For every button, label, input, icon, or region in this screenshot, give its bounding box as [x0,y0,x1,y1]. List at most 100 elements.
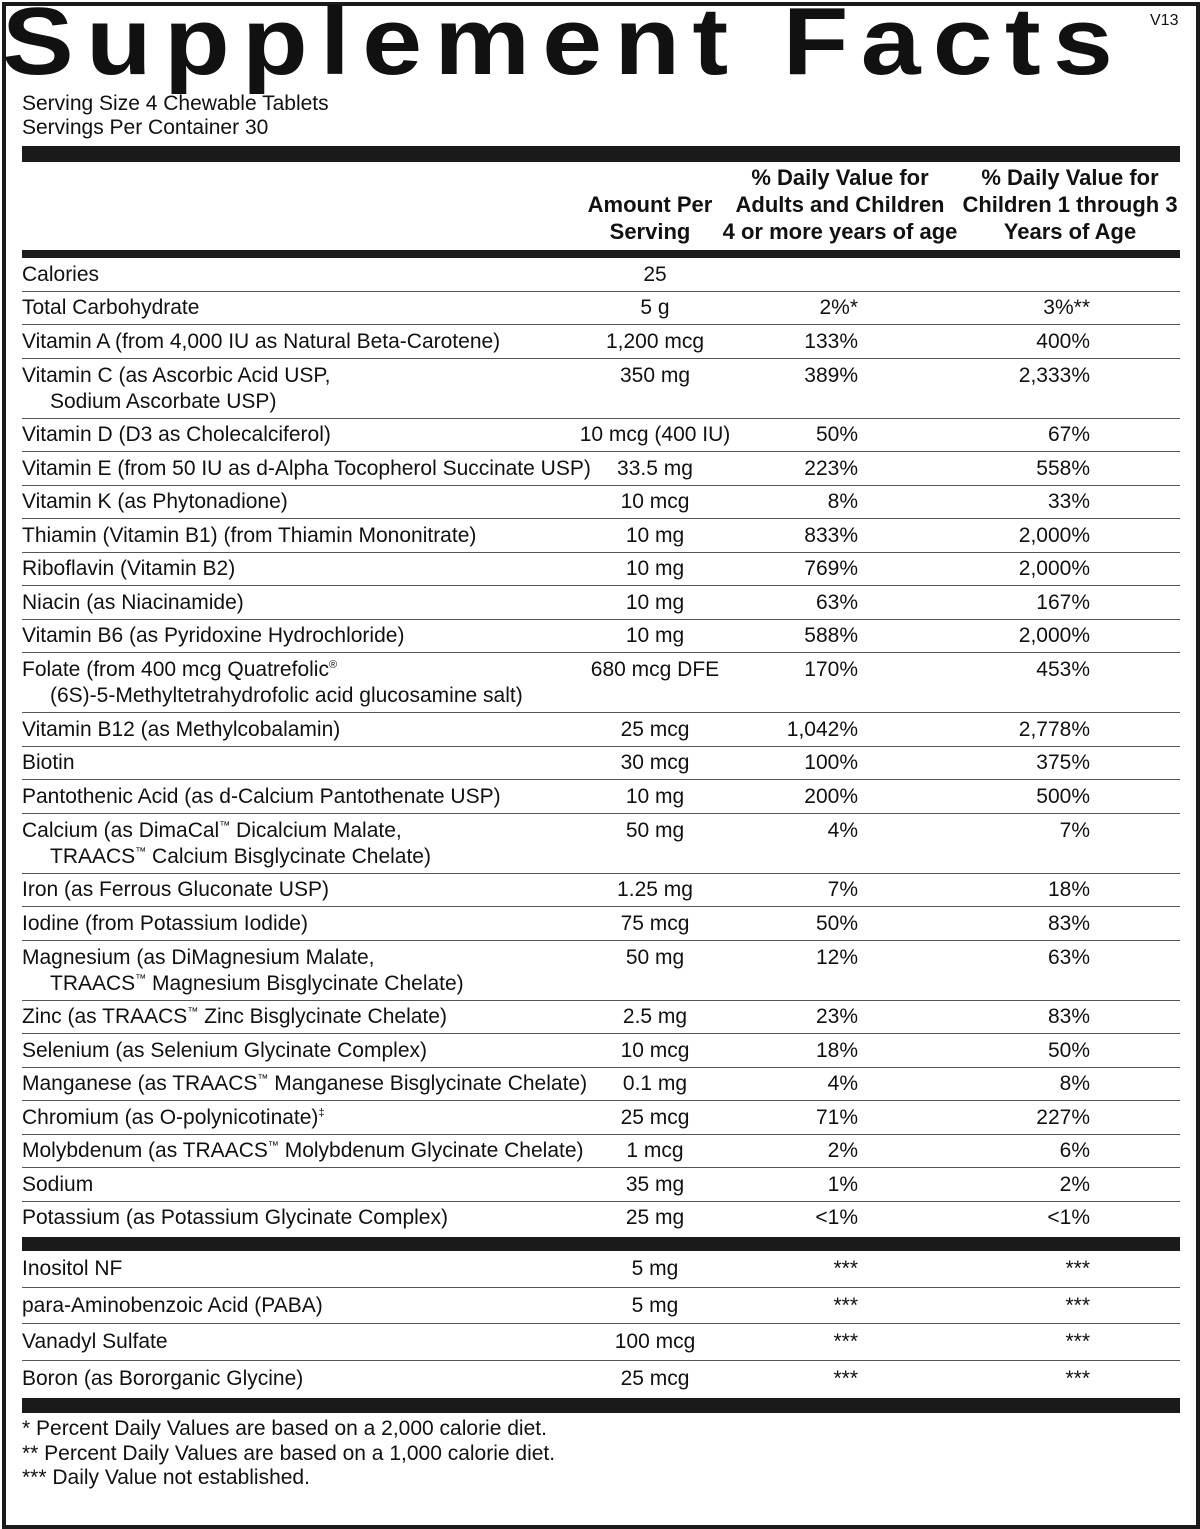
nutrient-name: Sodium Ascorbate USP) [50,389,277,413]
amount: 0.1 mg [622,1072,688,1096]
daily-value-adult: 23% [815,1005,858,1029]
daily-value-adult: 50% [815,911,858,935]
daily-value-child: 2% [1059,1172,1090,1196]
nutrient-name: Vitamin K (as Phytonadione) [22,490,288,514]
daily-value-adult: 1% [827,1172,858,1196]
daily-value-child: 18% [1047,878,1090,902]
daily-value-child: 67% [1047,423,1090,447]
amount: 5 mg [631,1293,679,1317]
nutrient-name: Total Carbohydrate [22,296,200,320]
daily-value-adult: 389% [804,363,858,387]
nutrient-name: Vitamin A (from 4,000 IU as Natural Beta… [22,329,501,353]
nutrient-name: Selenium (as Selenium Glycinate Complex) [22,1038,427,1062]
column-header: % Daily Value for [751,165,929,190]
amount: 350 mg [619,363,691,387]
column-header: 4 or more years of age [722,219,958,244]
row-rule [22,652,1180,653]
amount: 2.5 mg [622,1005,688,1029]
daily-value-adult: *** [833,1293,858,1317]
amount: 33.5 mg [617,456,693,480]
nutrient-name: (6S)-5-Methyltetrahydrofolic acid glucos… [50,684,523,707]
title: Supplement Facts [2,0,1126,95]
daily-value-child: 2,000% [1018,557,1090,581]
row-rule [22,418,1180,419]
daily-value-child: 63% [1047,945,1090,969]
row-rule [22,1134,1180,1135]
daily-value-adult: 100% [804,751,858,775]
row-rule [22,585,1180,586]
version: V13 [1150,12,1179,29]
daily-value-child: 167% [1036,590,1090,614]
nutrient-name: Boron (as Bororganic Glycine) [22,1366,304,1390]
thick-rule [22,1398,1180,1413]
daily-value-child: 6% [1059,1139,1090,1163]
daily-value-child: 500% [1036,784,1090,808]
amount: 50 mg [625,945,685,969]
nutrient-name: Iodine (from Potassium Iodide) [22,911,308,935]
amount: 25 [643,262,667,286]
amount: 10 mg [625,557,685,581]
footnote: ** Percent Daily Values are based on a 1… [22,1441,556,1465]
amount: 680 mcg DFE [590,658,720,681]
daily-value-adult: 4% [827,818,858,842]
daily-value-child: 50% [1047,1038,1090,1062]
daily-value-adult: 18% [815,1038,858,1062]
footnote: * Percent Daily Values are based on a 2,… [22,1417,547,1440]
nutrient-name: TRAACS™ Magnesium Bisglycinate Chelate) [50,971,464,995]
header-rule [22,250,1180,258]
daily-value-child: *** [1065,1257,1090,1281]
daily-value-adult: *** [833,1366,858,1390]
amount: 50 mg [625,818,685,842]
amount: 1 mcg [626,1139,684,1163]
nutrient-name: Potassium (as Potassium Glycinate Comple… [22,1206,448,1230]
nutrient-name: Molybdenum (as TRAACS™ Molybdenum Glycin… [22,1139,584,1163]
thick-rule [22,1237,1180,1251]
amount: 10 mcg [620,1038,690,1062]
nutrient-name: Niacin (as Niacinamide) [22,590,244,614]
daily-value-adult: 7% [827,878,858,902]
amount: 35 mg [625,1172,685,1196]
amount: 5 g [640,296,670,320]
amount: 100 mcg [614,1330,696,1354]
amount: 25 mcg [620,717,690,741]
amount: 5 mg [631,1257,679,1281]
amount: 10 mg [625,784,685,808]
row-rule [22,712,1180,713]
amount: 10 mcg (400 IU) [579,423,731,447]
nutrient-name: para-Aminobenzoic Acid (PABA) [22,1293,323,1317]
daily-value-child: 33% [1047,490,1090,514]
nutrient-name: Manganese (as TRAACS™ Manganese Bisglyci… [22,1072,588,1096]
nutrient-name: Calories [22,262,100,286]
nutrient-name: Vitamin C (as Ascorbic Acid USP, [22,363,331,387]
amount: 75 mcg [620,911,690,935]
daily-value-child: 7% [1059,818,1090,842]
amount: 10 mg [625,624,685,648]
daily-value-adult: 1,042% [786,717,858,741]
daily-value-child: 2,778% [1018,717,1090,741]
column-header: % Daily Value for [981,165,1159,190]
daily-value-child: 227% [1036,1105,1090,1129]
nutrient-name: Vitamin D (D3 as Cholecalciferol) [22,423,331,447]
daily-value-adult: 769% [804,557,858,581]
daily-value-adult: 170% [804,658,858,681]
nutrient-name: Vanadyl Sulfate [22,1330,168,1354]
row-rule [22,906,1180,907]
amount: 25 mcg [620,1366,690,1390]
daily-value-adult: 133% [804,329,858,353]
daily-value-child: <1% [1047,1206,1090,1230]
daily-value-adult: 588% [804,624,858,648]
nutrient-name: Zinc (as TRAACS™ Zinc Bisglycinate Chela… [22,1005,447,1029]
column-header: Amount Per [587,192,713,217]
row-rule [22,1201,1180,1202]
amount: 30 mcg [620,751,690,775]
amount: 1.25 mg [617,878,693,902]
row-rule [22,1287,1180,1288]
daily-value-child: 400% [1036,329,1090,353]
daily-value-child: 453% [1036,658,1090,681]
nutrient-name: Riboflavin (Vitamin B2) [22,557,236,581]
row-rule [22,291,1180,292]
nutrient-name: Magnesium (as DiMagnesium Malate, [22,945,375,969]
row-rule [22,552,1180,553]
